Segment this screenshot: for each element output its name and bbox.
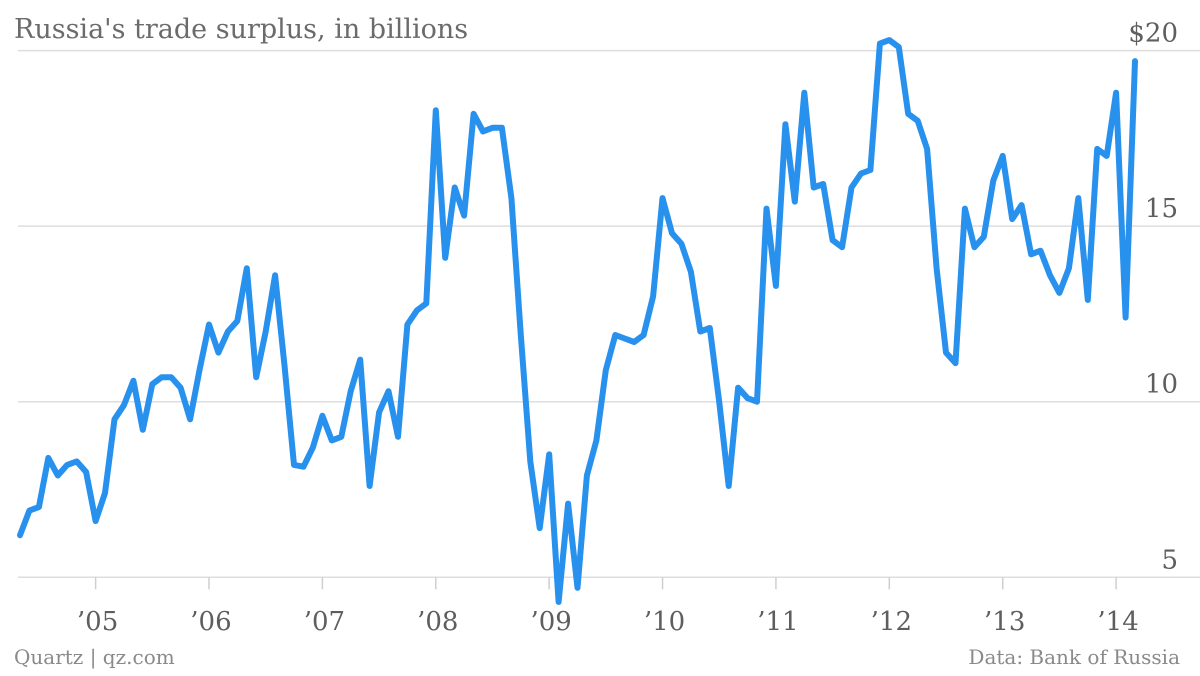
x-tick-label-2011: ’11 [757,607,798,637]
x-tick-label-2014: ’14 [1097,607,1138,637]
x-tick-label-2013: ’13 [984,607,1025,637]
y-tick-label-10: 10 [1145,370,1178,400]
x-tick-label-2010: ’10 [644,607,685,637]
y-tick-label-15: 15 [1145,194,1178,224]
data-source: Data: Bank of Russia [968,645,1180,669]
x-tick-label-2006: ’06 [190,607,231,637]
chart-title: Russia's trade surplus, in billions [14,14,469,45]
x-tick-label-2008: ’08 [417,607,458,637]
x-tick-label-2005: ’05 [77,607,118,637]
y-tick-label-5: 5 [1161,545,1178,575]
gridlines [18,49,1200,579]
publisher-credit: Quartz | qz.com [14,645,175,669]
y-axis-tick-labels: 5 10 15 $20 [1128,19,1178,576]
x-tick-label-2012: ’12 [871,607,912,637]
x-tick-label-2007: ’07 [304,607,345,637]
x-axis-ticks: ’05 ’06 ’07 ’08 ’09 ’10 ’11 ’12 ’13 ’14 [77,577,1139,637]
y-tick-label-20: $20 [1128,19,1178,49]
x-tick-label-2009: ’09 [530,607,571,637]
trade-surplus-line [17,37,1138,605]
